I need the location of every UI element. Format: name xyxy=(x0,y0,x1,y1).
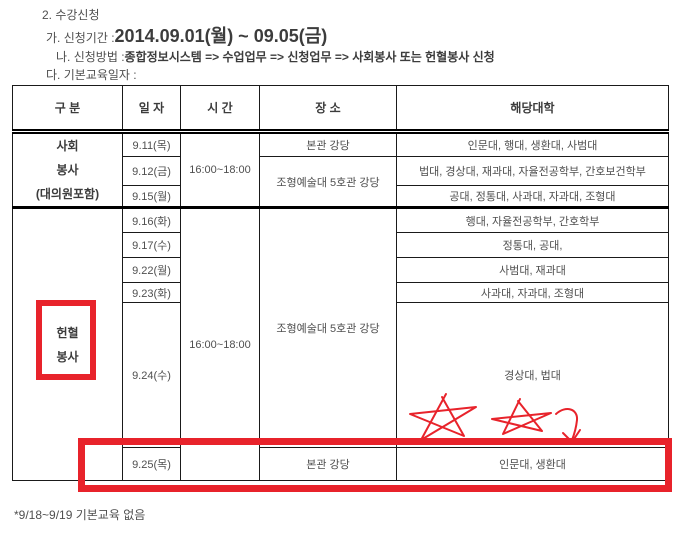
table-row-highlighted: 9.25(목) 본관 강당 인문대, 생환대 xyxy=(13,447,669,481)
place-cell: 본관 강당 xyxy=(259,131,397,157)
date-cell: 9.17(수) xyxy=(122,232,181,258)
date-cell: 9.25(목) xyxy=(122,447,181,481)
arrow-annotation-head xyxy=(562,429,581,443)
application-period-value: 2014.09.01(월) ~ 09.05(금) xyxy=(114,26,328,46)
category-cell-social-service: 사회 봉사 (대의원포함) xyxy=(12,131,123,208)
table-row: 9.15(월) 공대, 정통대, 사과대, 자과대, 조형대 xyxy=(13,185,669,208)
application-method-label: 나. 신청방법 : xyxy=(56,50,125,64)
header-place: 장 소 xyxy=(259,85,397,134)
blood-donation-highlight-box xyxy=(36,300,96,380)
application-method-line: 나. 신청방법 : 종합정보시스템 => 수업업무 => 신청업무 => 사회봉… xyxy=(56,48,495,65)
header-date: 일 자 xyxy=(122,85,181,134)
time-cell: 16:00~18:00 xyxy=(180,206,260,481)
date-cell: 9.12(금) xyxy=(122,156,181,186)
application-method-value: 종합정보시스템 => 수업업무 => 신청업무 => 사회봉사 또는 헌혈봉사 … xyxy=(124,50,495,64)
education-date-label: 다. 기본교육일자 : xyxy=(46,68,137,82)
table-header-row: 구 분 일 자 시 간 장 소 해당대학 xyxy=(12,85,669,134)
colleges-cell: 사과대, 자과대, 조형대 xyxy=(396,282,669,303)
star-arrow-annotations xyxy=(409,393,581,443)
colleges-cell: 정통대, 공대, xyxy=(396,232,669,258)
date-cell: 9.15(월) xyxy=(122,185,181,208)
date-cell: 9.11(목) xyxy=(122,131,181,157)
arrow-annotation xyxy=(555,408,579,441)
table-row: 9.22(월) 사범대, 재과대 xyxy=(13,257,669,283)
colleges-cell: 인문대, 생환대 xyxy=(396,447,669,481)
place-cell: 조형예술대 5호관 강당 xyxy=(259,206,397,448)
header-time: 시 간 xyxy=(180,85,260,134)
colleges-cell: 경상대, 법대 xyxy=(396,302,669,448)
header-colleges: 해당대학 xyxy=(396,85,669,134)
date-cell: 9.16(화) xyxy=(122,206,181,233)
star-annotation-left xyxy=(409,393,477,441)
colleges-cell: 사범대, 재과대 xyxy=(396,257,669,283)
colleges-cell: 공대, 정통대, 사과대, 자과대, 조형대 xyxy=(396,185,669,208)
date-cell: 9.24(수) xyxy=(122,302,181,448)
colleges-cell: 행대, 자율전공학부, 간호학부 xyxy=(396,206,669,233)
row-925-highlight-box xyxy=(78,438,672,492)
page-title: 2. 수강신청 xyxy=(42,8,100,22)
application-period-label: 가. 신청기간 : xyxy=(46,31,115,45)
date-cell: 9.23(화) xyxy=(122,282,181,303)
education-schedule-table: 구 분 일 자 시 간 장 소 해당대학 사회 봉사 (대의원포함) 9.11(… xyxy=(12,85,669,481)
category-cell-blood-donation: 헌혈 봉사 xyxy=(12,206,123,481)
table-row: 사회 봉사 (대의원포함) 9.11(목) 16:00~18:00 본관 강당 … xyxy=(12,131,669,208)
colleges-cell: 법대, 경상대, 재과대, 자율전공학부, 간호보건학부 xyxy=(396,156,669,186)
table-row: 헌혈 봉사 9.16(화) 16:00~18:00 조형예술대 5호관 강당 행… xyxy=(12,206,669,481)
table-row: 9.24(수) 경상대, 법대 xyxy=(13,302,669,448)
application-period-line: 가. 신청기간 : 2014.09.01(월) ~ 09.05(금) xyxy=(46,22,327,48)
star-annotation-right xyxy=(491,398,552,435)
time-cell: 16:00~18:00 xyxy=(180,131,260,208)
place-cell: 조형예술대 5호관 강당 xyxy=(259,156,397,208)
footnote: *9/18~9/19 기본교육 없음 xyxy=(14,508,146,522)
date-cell: 9.22(월) xyxy=(122,257,181,283)
colleges-cell: 인문대, 행대, 생환대, 사범대 xyxy=(396,131,669,157)
header-category: 구 분 xyxy=(12,85,123,134)
